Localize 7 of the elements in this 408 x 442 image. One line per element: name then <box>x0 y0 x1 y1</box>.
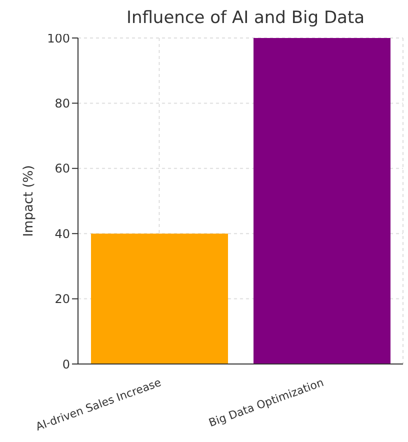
chart-title: Influence of AI and Big Data <box>126 8 365 28</box>
y-tick-label: 40 <box>54 226 70 241</box>
y-tick-label: 20 <box>54 292 70 306</box>
y-tick-label: 0 <box>62 357 70 372</box>
y-tick-label: 60 <box>54 162 70 176</box>
y-tick-label: 80 <box>54 96 70 110</box>
y-axis-title: Impact (%) <box>22 165 37 237</box>
